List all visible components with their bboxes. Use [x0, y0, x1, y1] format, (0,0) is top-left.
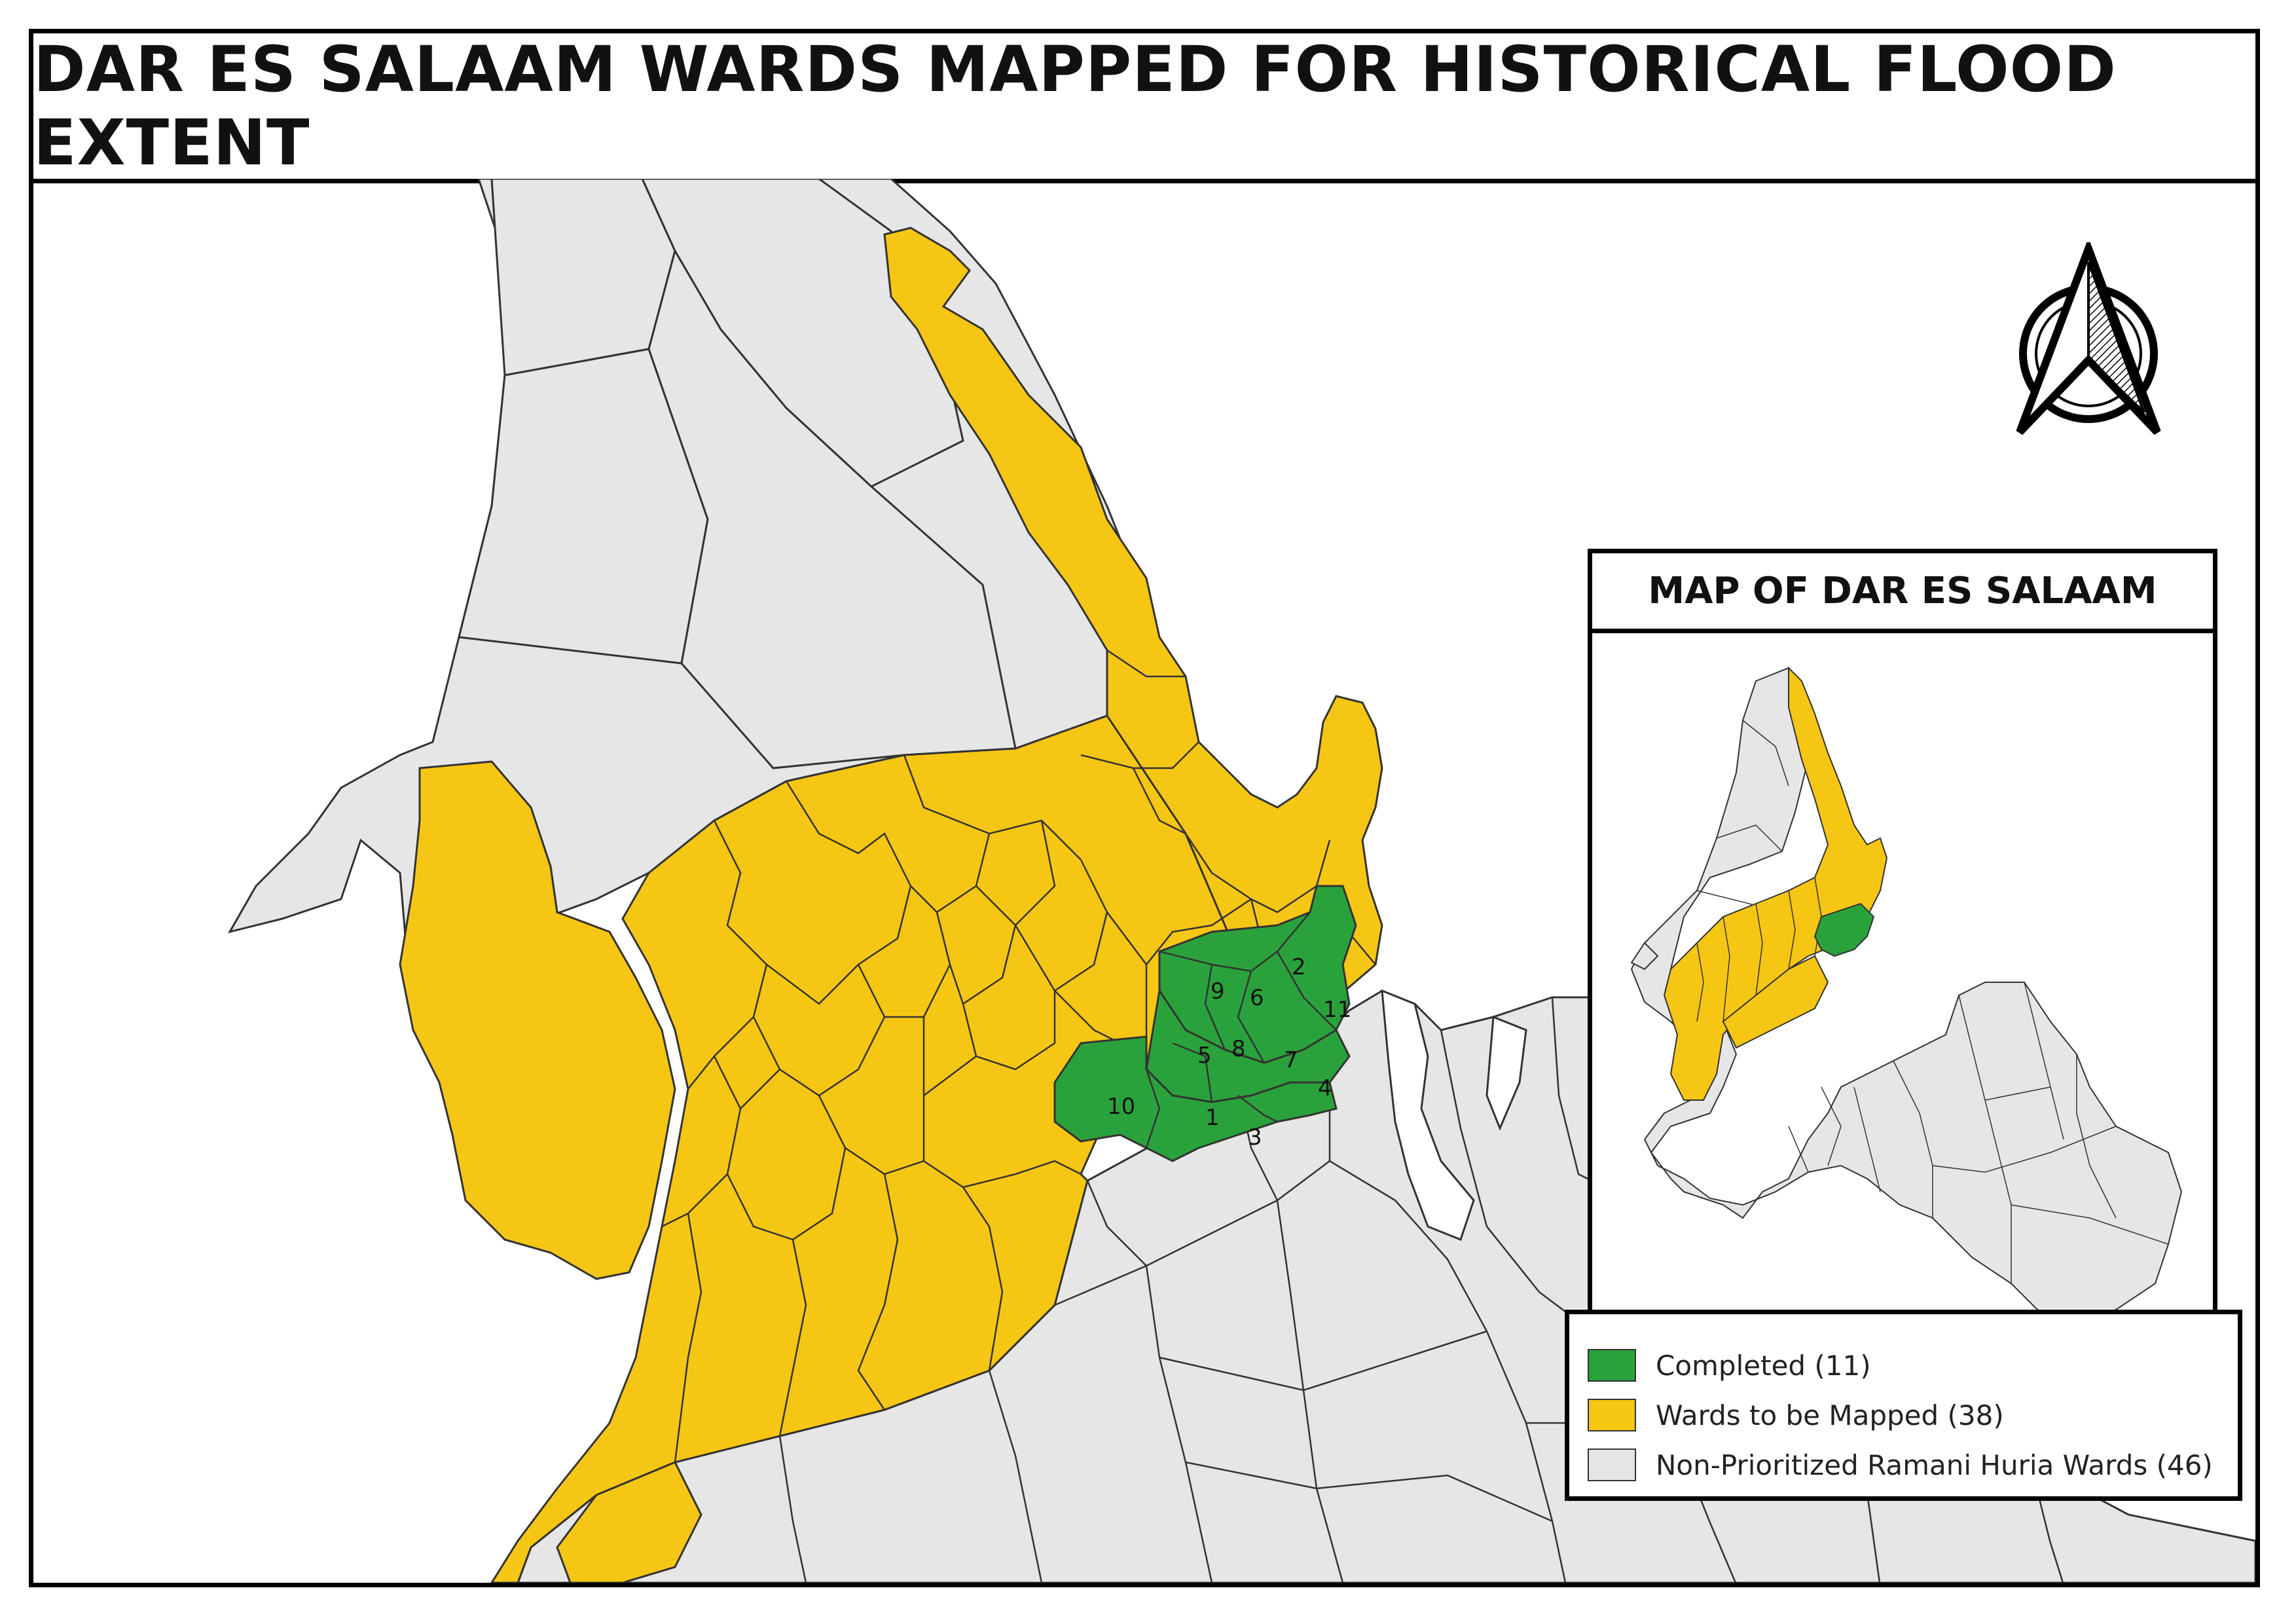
ward-label-9: 9 [1211, 978, 1225, 1005]
legend-swatch-completed [1588, 1349, 1636, 1382]
legend-label-non-prioritized: Non-Prioritized Ramani Huria Wards (46) [1656, 1449, 2213, 1481]
completed-wards [1053, 885, 1357, 1162]
ward-label-4: 4 [1318, 1075, 1332, 1101]
ward-label-2: 2 [1292, 954, 1306, 980]
title-bar: DAR ES SALAAM WARDS MAPPED FOR HISTORICA… [29, 29, 2260, 183]
ward-label-5: 5 [1197, 1043, 1212, 1069]
ward-number-labels: 1 2 3 4 5 6 7 8 9 10 11 [1107, 954, 1351, 1151]
inset-yellow-wards [1663, 666, 1888, 1101]
north-arrow [2007, 237, 2170, 439]
ward-yellow-west-large [399, 760, 676, 1280]
ward-yellow-southwest-tail [556, 1461, 702, 1583]
wards-to-be-mapped [399, 227, 1383, 1583]
legend-item-completed: Completed (11) [1588, 1340, 2219, 1390]
inset-title: MAP OF DAR ES SALAAM [1648, 570, 2157, 612]
ward-label-10: 10 [1107, 1094, 1135, 1120]
ward-label-3: 3 [1248, 1124, 1262, 1151]
creek-2 [1485, 1015, 1527, 1131]
map-legend: Completed (11) Wards to be Mapped (38) N… [1565, 1310, 2242, 1501]
ward-green-south [1053, 1035, 1338, 1162]
ward-label-11: 11 [1323, 997, 1351, 1023]
ward-label-6: 6 [1250, 985, 1264, 1011]
creek-1 [1381, 989, 1475, 1241]
completed-ward-boundaries [1145, 912, 1337, 1149]
legend-item-non-prioritized: Non-Prioritized Ramani Huria Wards (46) [1588, 1440, 2219, 1490]
north-arrow-icon [2016, 237, 2161, 435]
inset-map: MAP OF DAR ES SALAAM [1588, 549, 2217, 1335]
legend-item-to-be-mapped: Wards to be Mapped (38) [1588, 1390, 2219, 1440]
legend-label-to-be-mapped: Wards to be Mapped (38) [1656, 1399, 2004, 1431]
legend-label-completed: Completed (11) [1656, 1349, 1871, 1382]
ward-yellow-coastal-strip [883, 227, 1383, 1018]
page-title: DAR ES SALAAM WARDS MAPPED FOR HISTORICA… [33, 33, 2117, 179]
ward-label-1: 1 [1205, 1105, 1220, 1131]
inset-map-svg [1630, 666, 2183, 1324]
legend-swatch-non-prioritized [1588, 1449, 1636, 1481]
inset-title-bar: MAP OF DAR ES SALAAM [1592, 553, 2213, 633]
ward-label-7: 7 [1284, 1047, 1298, 1073]
ward-label-8: 8 [1231, 1036, 1246, 1062]
inset-green-wards [1813, 902, 1875, 957]
legend-swatch-to-be-mapped [1588, 1399, 1636, 1431]
creek-channels [1381, 989, 1527, 1241]
ward-grey-west-a [490, 179, 676, 377]
